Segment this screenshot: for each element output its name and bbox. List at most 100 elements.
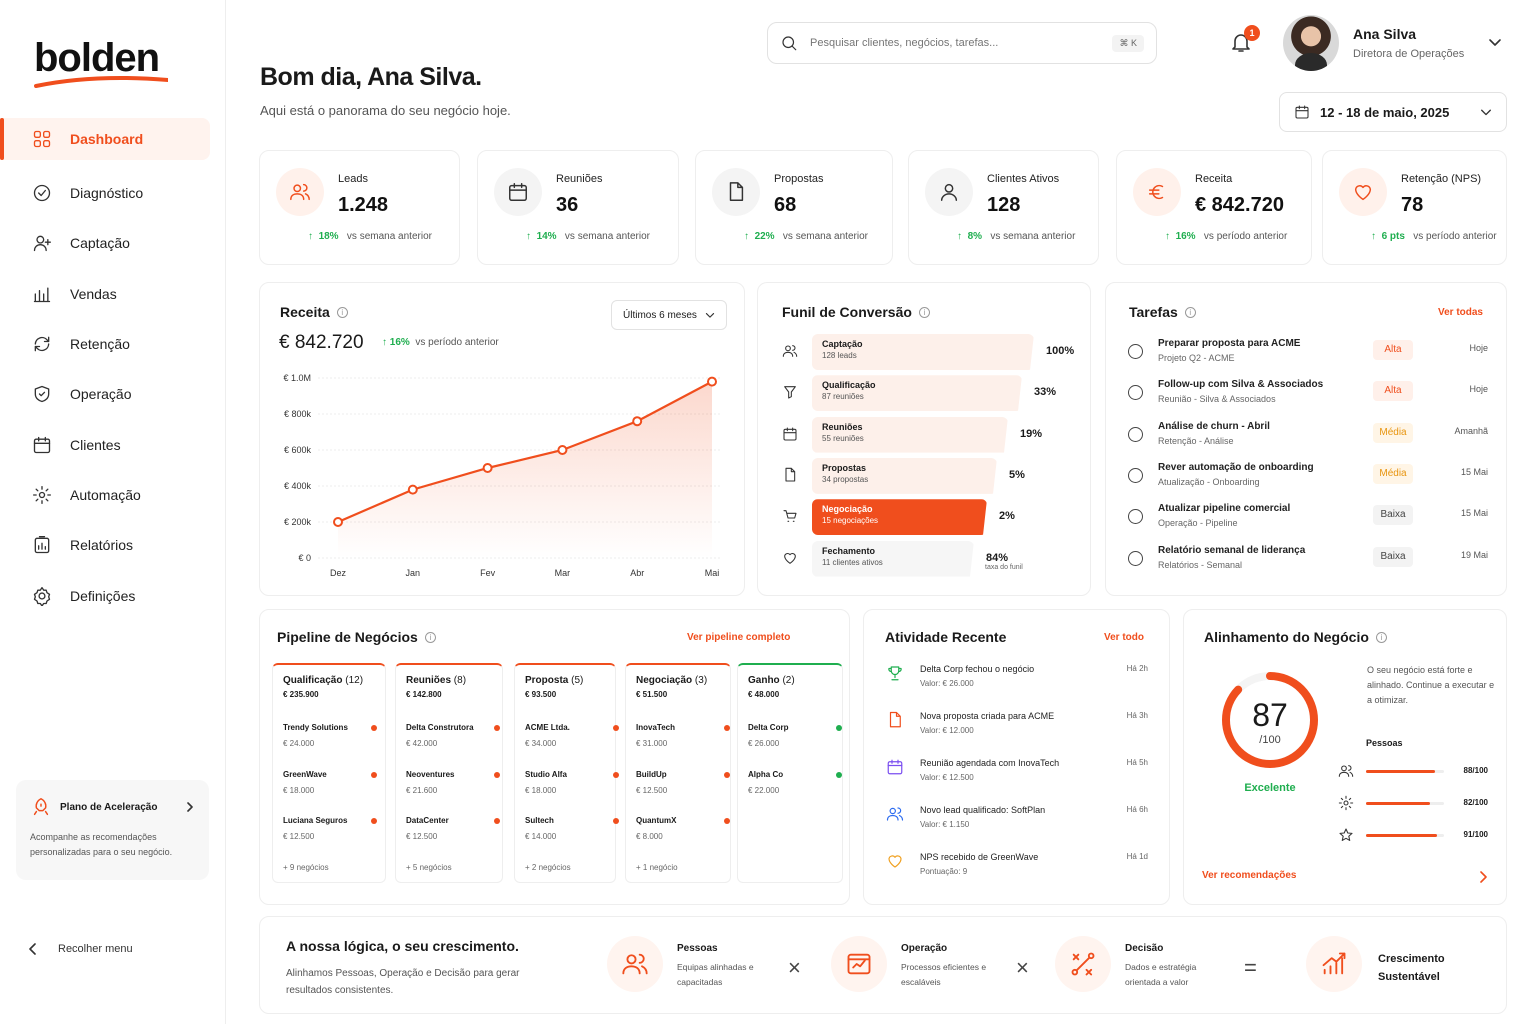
sidebar-item-8[interactable]: Relatórios xyxy=(0,520,226,570)
status-dot xyxy=(836,725,842,731)
more-deals-link[interactable]: + 1 negócio xyxy=(636,863,678,872)
pipeline-column-header[interactable]: Negociação (3) xyxy=(626,665,730,686)
sidebar-item-3[interactable]: Vendas xyxy=(0,269,226,319)
more-deals-link[interactable]: + 5 negócios xyxy=(406,863,452,872)
deal-card[interactable]: DataCenter € 12.500 xyxy=(406,816,500,841)
view-recommendations-link[interactable]: Ver recomendações xyxy=(1202,870,1297,881)
task-title[interactable]: Rever automação de onboarding xyxy=(1158,461,1314,473)
deal-card[interactable]: Sultech € 14.000 xyxy=(525,816,619,841)
chevron-down-icon[interactable] xyxy=(1488,35,1502,49)
sidebar-item-7[interactable]: Automação xyxy=(0,470,226,520)
info-icon[interactable]: i xyxy=(424,631,436,643)
funnel-stage[interactable]: Captação 128 leads 100% xyxy=(778,334,1074,370)
task-title[interactable]: Relatório semanal de liderança xyxy=(1158,544,1306,556)
users-icon xyxy=(290,183,310,201)
kpi-card[interactable]: Reuniões 36 ↑ 14% vs semana anterior xyxy=(477,150,679,265)
task-title[interactable]: Preparar proposta para ACME xyxy=(1158,338,1301,349)
task-title[interactable]: Follow-up com Silva & Associados xyxy=(1158,379,1324,391)
deal-card[interactable]: BuildUp € 12.500 xyxy=(636,770,730,795)
collapse-menu-button[interactable]: Recolher menu xyxy=(28,943,133,955)
data-point[interactable] xyxy=(632,416,643,427)
task-checkbox[interactable] xyxy=(1128,385,1143,401)
more-deals-link[interactable]: + 9 negócios xyxy=(283,863,329,872)
data-point[interactable] xyxy=(707,376,717,387)
sidebar-item-9[interactable]: Definições xyxy=(0,570,226,620)
info-icon[interactable]: i xyxy=(1375,631,1387,643)
chevron-right-icon[interactable] xyxy=(1478,871,1488,883)
sidebar-item-1[interactable]: Diagnóstico xyxy=(0,168,226,218)
period-select[interactable]: Últimos 6 meses xyxy=(611,300,727,330)
plano-card[interactable]: Plano de Aceleração Acompanhe as recomen… xyxy=(16,780,209,880)
deal-card[interactable]: GreenWave € 18.000 xyxy=(283,770,377,795)
deal-card[interactable]: Delta Construtora € 42.000 xyxy=(406,723,500,748)
data-point[interactable] xyxy=(407,484,418,495)
deal-card[interactable]: Trendy Solutions € 24.000 xyxy=(283,723,377,748)
funnel-stage[interactable]: Qualificação 87 reuniões 33% xyxy=(778,375,1068,412)
sidebar-item-0[interactable]: Dashboard xyxy=(0,118,210,160)
activity-item[interactable]: Nova proposta criada para ACME Valor: € … xyxy=(886,711,1148,751)
kpi-card[interactable]: Receita € 842.720 ↑ 16% vs período anter… xyxy=(1116,150,1312,265)
search-input[interactable] xyxy=(810,37,1113,49)
deal-card[interactable]: Delta Corp € 26.000 xyxy=(748,723,842,748)
deal-card[interactable]: Studio Alfa € 18.000 xyxy=(525,770,619,795)
pipeline-column-header[interactable]: Reuniões (8) xyxy=(396,665,502,686)
kpi-value: 78 xyxy=(1401,194,1424,216)
kpi-card[interactable]: Retenção (NPS) 78 ↑ 6 pts vs período ant… xyxy=(1322,150,1507,265)
pipeline-column-header[interactable]: Ganho (2) xyxy=(738,665,842,686)
kpi-card[interactable]: Leads 1.248 ↑ 18% vs semana anterior xyxy=(259,150,460,265)
view-all-activity-link[interactable]: Ver todo xyxy=(1103,632,1144,643)
view-pipeline-link[interactable]: Ver pipeline completo xyxy=(687,632,791,643)
brand-logo[interactable]: bolden xyxy=(34,36,168,88)
task-checkbox[interactable] xyxy=(1128,426,1143,442)
calendar-icon xyxy=(783,427,797,441)
task-checkbox[interactable] xyxy=(1128,467,1143,483)
funnel-stage[interactable]: Reuniões 55 reuniões 19% xyxy=(778,416,1068,453)
date-range-picker[interactable]: 12 - 18 de maio, 2025 xyxy=(1279,92,1507,132)
bell-icon[interactable] xyxy=(1229,30,1253,54)
task-checkbox[interactable] xyxy=(1128,550,1143,566)
funnel-stage[interactable]: Fechamento 11 clientes ativos 84% xyxy=(778,540,1068,577)
funnel-stage[interactable]: Propostas 34 propostas 5% xyxy=(778,457,1068,494)
pipeline-column-header[interactable]: Qualificação (12) xyxy=(273,665,385,686)
activity-item[interactable]: NPS recebido de GreenWave Pontuação: 9 H… xyxy=(886,852,1148,892)
pipeline-column-header[interactable]: Proposta (5) xyxy=(515,665,615,686)
task-checkbox[interactable] xyxy=(1128,509,1143,525)
deal-card[interactable]: QuantumX € 8.000 xyxy=(636,816,730,841)
info-icon[interactable]: i xyxy=(918,306,930,318)
sidebar-item-2[interactable]: Captação xyxy=(0,218,226,268)
more-deals-link[interactable]: + 2 negócios xyxy=(525,863,571,872)
data-point[interactable] xyxy=(333,517,343,527)
task-title[interactable]: Atualizar pipeline comercial xyxy=(1158,503,1291,515)
sidebar-item-4[interactable]: Retenção xyxy=(0,319,226,369)
avatar[interactable] xyxy=(1283,15,1339,71)
deal-card[interactable]: ACME Ltda. € 34.000 xyxy=(525,723,619,748)
activity-item[interactable]: Novo lead qualificado: SoftPlan Valor: €… xyxy=(886,805,1148,845)
calendar-icon xyxy=(509,183,527,201)
activity-item[interactable]: Delta Corp fechou o negócio Valor: € 26.… xyxy=(886,664,1148,704)
funnel-stage[interactable]: Negociação 15 negociações 2% xyxy=(778,499,1068,536)
view-all-tasks-link[interactable]: Ver todas xyxy=(1437,307,1483,318)
check-circle-icon xyxy=(33,184,51,202)
task-checkbox[interactable] xyxy=(1128,344,1143,359)
sidebar-item-5[interactable]: Operação xyxy=(0,369,226,419)
info-icon[interactable]: i xyxy=(1184,306,1196,318)
data-point[interactable] xyxy=(557,445,568,455)
kpi-card[interactable]: Propostas 68 ↑ 22% vs semana anterior xyxy=(695,150,893,265)
info-icon[interactable]: i xyxy=(336,306,348,318)
deal-card[interactable]: Neoventures € 21.600 xyxy=(406,770,500,795)
task-title[interactable]: Análise de churn - Abril xyxy=(1158,420,1270,432)
search-bar[interactable]: ⌘ K xyxy=(767,22,1157,64)
sidebar-item-6[interactable]: Clientes xyxy=(0,419,226,469)
deal-card[interactable]: Luciana Seguros € 12.500 xyxy=(283,816,377,841)
chevron-right-icon[interactable] xyxy=(185,802,195,812)
activity-title-text: Reunião agendada com InovaTech xyxy=(920,758,1060,768)
activity-value: Valor: € 12.000 xyxy=(920,726,974,735)
dimension-score: 82/100 xyxy=(1463,798,1488,807)
data-point[interactable] xyxy=(482,463,493,473)
activity-item[interactable]: Reunião agendada com InovaTech Valor: € … xyxy=(886,758,1148,798)
deal-card[interactable]: InovaTech € 31.000 xyxy=(636,723,730,748)
kpi-card[interactable]: Clientes Ativos 128 ↑ 8% vs semana anter… xyxy=(908,150,1099,265)
funnel-stage-name: Propostas xyxy=(822,462,867,473)
deal-card[interactable]: Alpha Co € 22.000 xyxy=(748,770,842,795)
task-item: Follow-up com Silva & Associados Reunião… xyxy=(1128,379,1488,419)
